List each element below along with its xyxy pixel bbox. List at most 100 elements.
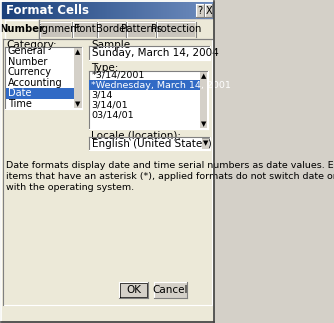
Bar <box>74 48 82 108</box>
Bar <box>23 2 24 19</box>
Bar <box>203 2 204 19</box>
Bar <box>198 2 199 19</box>
Bar <box>100 2 101 19</box>
Bar <box>201 2 202 19</box>
Bar <box>33 2 34 19</box>
Bar <box>184 2 185 19</box>
Bar <box>139 2 140 19</box>
Bar <box>137 2 138 19</box>
Bar <box>148 2 149 19</box>
Bar <box>138 2 139 19</box>
Bar <box>62 2 63 19</box>
Bar <box>4 2 5 19</box>
Bar <box>53 2 54 19</box>
Bar <box>5 20 39 39</box>
Bar <box>183 2 184 19</box>
Bar <box>162 2 163 19</box>
Bar <box>166 2 167 19</box>
Text: Type:: Type: <box>92 63 119 73</box>
Bar <box>18 2 19 19</box>
Bar <box>89 137 210 150</box>
Bar <box>129 2 130 19</box>
Bar <box>2 2 3 19</box>
Bar <box>192 2 193 19</box>
Bar <box>155 2 156 19</box>
Bar <box>145 2 146 19</box>
Bar <box>169 2 170 19</box>
Bar <box>70 2 71 19</box>
Bar <box>186 2 187 19</box>
Bar <box>124 2 125 19</box>
Bar <box>57 2 58 19</box>
Bar <box>21 2 22 19</box>
Text: ?: ? <box>198 5 203 16</box>
Bar <box>89 46 210 60</box>
Bar <box>180 2 181 19</box>
Bar <box>115 2 116 19</box>
Text: OK: OK <box>126 285 141 295</box>
Bar <box>52 2 53 19</box>
Bar <box>121 2 122 19</box>
Text: Number: Number <box>8 57 47 67</box>
Bar <box>17 2 18 19</box>
Bar <box>89 71 208 129</box>
Bar <box>34 2 35 19</box>
Bar <box>82 2 83 19</box>
Bar <box>123 2 124 19</box>
Bar <box>117 2 118 19</box>
Text: Sunday, March 14, 2004: Sunday, March 14, 2004 <box>92 48 219 58</box>
Text: *3/14/2001: *3/14/2001 <box>92 70 145 79</box>
Bar <box>37 2 38 19</box>
Bar <box>83 2 84 19</box>
Bar <box>177 2 178 19</box>
Bar <box>181 2 182 19</box>
Bar <box>164 2 165 19</box>
Bar <box>73 2 74 19</box>
Bar <box>40 2 41 19</box>
Bar <box>3 2 4 19</box>
Text: X: X <box>205 5 212 16</box>
Bar <box>63 2 64 19</box>
Bar <box>212 2 213 19</box>
Bar <box>146 2 147 19</box>
Bar <box>125 2 126 19</box>
Bar <box>205 4 212 17</box>
Bar <box>211 2 212 19</box>
Bar <box>149 2 150 19</box>
Bar <box>107 2 108 19</box>
Bar <box>197 2 198 19</box>
Bar <box>24 2 25 19</box>
Bar <box>207 2 208 19</box>
Text: with the operating system.: with the operating system. <box>6 182 135 192</box>
Bar <box>76 2 77 19</box>
Bar <box>9 2 10 19</box>
Text: 3/14: 3/14 <box>92 90 113 99</box>
Bar <box>172 2 173 19</box>
Bar <box>114 2 115 19</box>
Bar <box>13 2 14 19</box>
Bar <box>96 2 97 19</box>
Bar <box>153 2 154 19</box>
Bar <box>158 21 195 37</box>
Bar <box>85 2 86 19</box>
Bar <box>78 2 79 19</box>
Bar <box>36 2 37 19</box>
Bar <box>12 2 13 19</box>
Bar <box>127 2 128 19</box>
Text: ▲: ▲ <box>201 73 206 79</box>
Bar <box>171 2 172 19</box>
Bar <box>130 2 131 19</box>
Bar <box>205 2 206 19</box>
Bar <box>168 2 169 19</box>
Bar <box>49 2 50 19</box>
Bar <box>5 47 82 109</box>
Bar <box>67 2 68 19</box>
Bar <box>91 2 92 19</box>
Text: ▼: ▼ <box>203 141 208 147</box>
Bar <box>84 2 85 19</box>
Bar <box>126 2 127 19</box>
Bar <box>128 21 155 37</box>
Bar <box>25 2 26 19</box>
Bar <box>135 2 136 19</box>
Bar <box>156 2 157 19</box>
